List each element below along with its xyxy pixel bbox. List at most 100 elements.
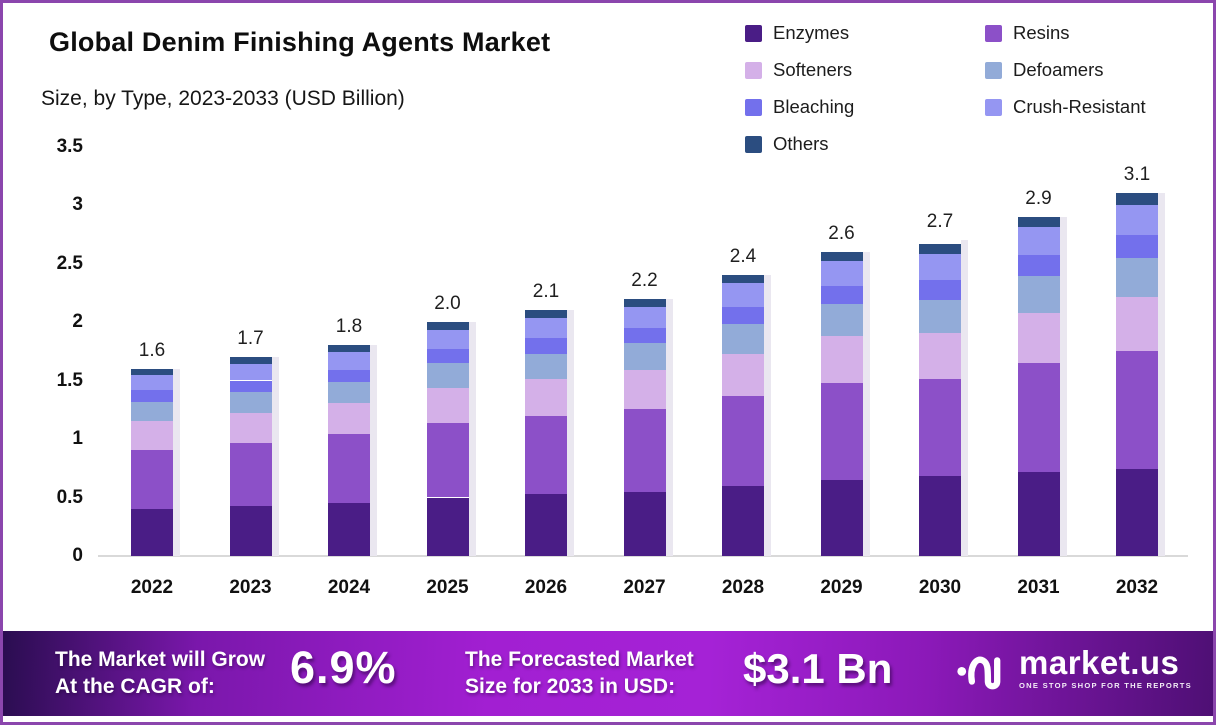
bar-segment-crush-resistant-2022: [131, 374, 173, 390]
legend-swatch-icon: [745, 24, 762, 42]
bar-total-label: 2.0: [434, 293, 461, 314]
bar-segment-resins-2026: [525, 415, 567, 494]
bar-segment-softeners-2031: [1017, 312, 1060, 363]
bar-segment-softeners-2025: [426, 387, 469, 423]
bar-segment-others-2030: [919, 243, 961, 255]
page-title: Global Denim Finishing Agents Market: [49, 27, 551, 57]
bar-shadow: [961, 240, 968, 556]
bar-segment-enzymes-2022: [131, 509, 173, 556]
legend-label: Enzymes: [773, 22, 850, 43]
bar-segment-bleaching-2028: [722, 306, 764, 325]
x-axis-label-2032: 2032: [1115, 577, 1159, 598]
bar-segment-others-2024: [328, 345, 370, 353]
bar-segment-resins-2032: [1116, 351, 1158, 470]
legend-label: Defoamers: [1013, 59, 1104, 80]
bar-segment-crush-resistant-2030: [919, 254, 961, 280]
y-axis-tick: 3.5: [56, 135, 83, 157]
legend-item-enzymes: Enzymes: [745, 22, 985, 43]
bar-segment-resins-2024: [328, 434, 370, 504]
x-axis-label-2025: 2025: [426, 577, 469, 598]
cagr-label-line2: At the CAGR of:: [55, 674, 215, 698]
legend-label: Others: [773, 133, 829, 154]
bar-total-label: 2.7: [926, 211, 954, 233]
bar-segment-softeners-2028: [722, 353, 764, 396]
x-axis-label-2022: 2022: [130, 577, 174, 598]
bar-segment-softeners-2032: [1116, 297, 1158, 352]
legend-label: Crush-Resistant: [1013, 96, 1146, 117]
bar-total-label: 2.9: [1025, 187, 1052, 209]
bar-segment-enzymes-2023: [229, 505, 272, 556]
bar-segment-bleaching-2027: [623, 327, 666, 344]
logo-wordmark: market.us: [1019, 643, 1180, 681]
bar-segment-crush-resistant-2023: [229, 364, 272, 381]
bar-segment-crush-resistant-2024: [328, 352, 370, 370]
bar-segment-resins-2028: [722, 395, 764, 486]
forecast-label: The Forecasted Market Size for 2033 in U…: [465, 647, 694, 700]
bar-segment-enzymes-2030: [919, 476, 961, 556]
bar-segment-enzymes-2024: [328, 503, 370, 556]
bar-shadow: [1158, 193, 1165, 556]
x-axis-label-2030: 2030: [918, 577, 962, 598]
market-us-logo-icon: [957, 656, 1001, 690]
chart-legend: Enzymes Resins Softeners Defoamers Bleaching…: [745, 22, 1146, 154]
bar-segment-crush-resistant-2025: [426, 330, 469, 349]
bar-segment-others-2025: [426, 322, 469, 331]
bar-segment-others-2023: [229, 357, 272, 365]
y-axis-tick: 3: [72, 194, 83, 215]
bar-shadow: [468, 322, 476, 556]
y-axis-tick: 1.5: [56, 369, 83, 391]
bar-segment-defoamers-2028: [722, 324, 764, 354]
bar-segment-softeners-2030: [919, 332, 961, 380]
bar-segment-others-2027: [623, 298, 666, 307]
bar-segment-defoamers-2026: [525, 353, 567, 380]
bar-total-label: 1.8: [335, 316, 363, 338]
bar-segment-enzymes-2025: [426, 497, 469, 556]
legend-swatch-icon: [745, 61, 762, 79]
bar-total-label: 1.7: [237, 328, 264, 350]
x-axis-label-2024: 2024: [327, 577, 371, 598]
bar-segment-others-2032: [1116, 193, 1158, 205]
bar-segment-defoamers-2022: [131, 401, 173, 422]
y-axis-tick: 2: [72, 311, 83, 332]
bar-segment-softeners-2027: [623, 369, 666, 409]
bar-shadow: [862, 251, 870, 556]
bar-segment-defoamers-2024: [328, 381, 370, 403]
bar-segment-bleaching-2030: [919, 279, 961, 300]
logo-text-block: market.us One Stop Shop For The Reports: [1019, 643, 1192, 690]
bar-segment-softeners-2022: [131, 421, 173, 450]
bar-segment-defoamers-2027: [623, 343, 666, 370]
bar-shadow: [665, 298, 673, 556]
bar-total-label: 2.4: [729, 246, 757, 268]
bar-shadow: [271, 357, 279, 556]
x-axis-label-2027: 2027: [623, 577, 666, 598]
bar-total-label: 2.2: [631, 269, 658, 291]
bar-segment-defoamers-2032: [1116, 257, 1158, 298]
bar-total-label: 3.1: [1123, 164, 1151, 186]
x-axis-label-2029: 2029: [820, 577, 863, 598]
bar-segment-enzymes-2032: [1116, 469, 1158, 556]
brand-logo: market.us One Stop Shop For The Reports: [955, 644, 1192, 692]
page-subtitle: Size, by Type, 2023-2033 (USD Billion): [41, 87, 405, 110]
bar-segment-defoamers-2029: [820, 304, 863, 337]
bar-segment-others-2026: [525, 310, 567, 319]
bar-segment-crush-resistant-2029: [820, 261, 863, 286]
legend-swatch-icon: [745, 98, 762, 116]
x-axis-label-2028: 2028: [721, 577, 765, 598]
stacked-bar-chart: 0 0.5 1 1.5 2 2.5 3 3.5 1.6 2022 1.7 2023 1.8 2024 2.0…: [3, 3, 1213, 722]
bar-segment-others-2022: [131, 368, 173, 375]
bar-segment-resins-2031: [1017, 362, 1060, 472]
bar-segment-bleaching-2025: [426, 348, 469, 363]
logo-tagline: One Stop Shop For The Reports: [1019, 680, 1192, 690]
bar-segment-softeners-2029: [820, 336, 863, 383]
bar-segment-enzymes-2027: [623, 491, 666, 556]
bar-segment-crush-resistant-2028: [722, 283, 764, 307]
legend-item-defoamers: Defoamers: [985, 59, 1146, 80]
y-axis-tick: 0: [72, 545, 83, 566]
bar-shadow: [567, 310, 574, 556]
bar-segment-enzymes-2028: [722, 485, 764, 556]
bar-segment-softeners-2026: [525, 379, 567, 416]
bar-segment-others-2029: [820, 251, 863, 262]
bar-segment-bleaching-2029: [820, 285, 863, 305]
bar-total-label: 1.6: [138, 339, 166, 361]
